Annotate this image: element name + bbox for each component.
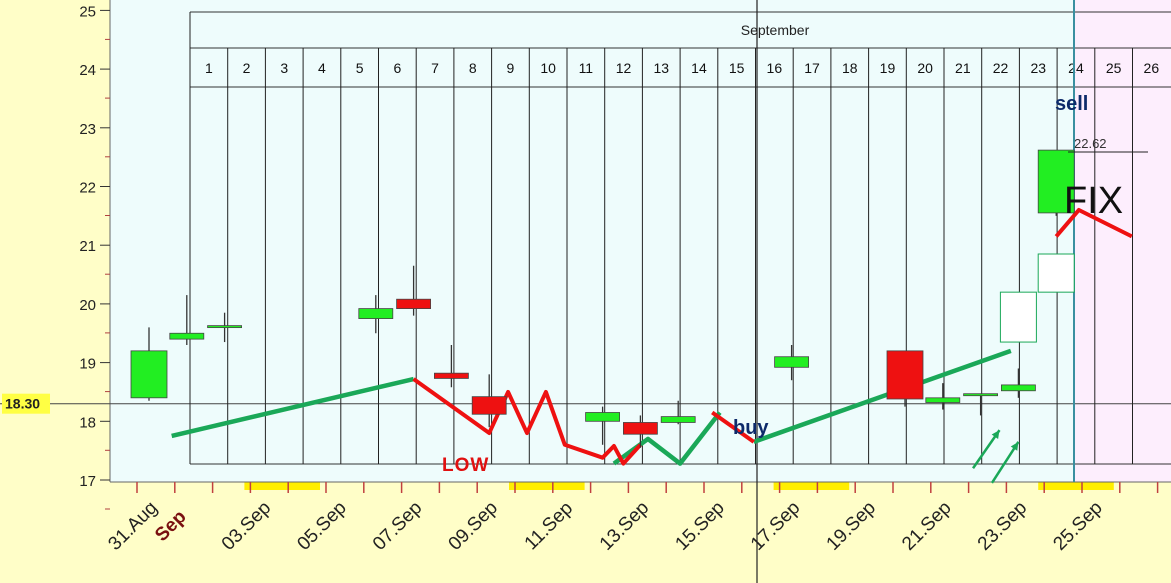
calendar-day-label: 17 <box>804 60 820 76</box>
y-tick-label: 24 <box>79 62 96 79</box>
calendar-day-label: 4 <box>318 60 326 76</box>
calendar-day-label: 24 <box>1068 60 1084 76</box>
calendar-day-label: 18 <box>842 60 858 76</box>
candle-body <box>1001 384 1036 392</box>
candle-body <box>774 356 809 368</box>
calendar-day-label: 19 <box>880 60 896 76</box>
calendar-day-label: 21 <box>955 60 971 76</box>
calendar-month-label: September <box>741 22 810 38</box>
buy-label: buy <box>733 417 769 439</box>
y-tick-label: 18 <box>79 414 96 431</box>
weekend-marker <box>773 482 850 490</box>
y-tick-label: 25 <box>79 3 96 20</box>
calendar-day-label: 10 <box>540 60 556 76</box>
candle-body <box>886 350 924 400</box>
price-marker-label: 18.30 <box>5 396 40 412</box>
candle-body <box>1037 149 1075 214</box>
sell-price-label: 22.62 <box>1074 136 1107 151</box>
weekend-marker <box>1038 482 1114 490</box>
calendar-day-label: 2 <box>243 60 251 76</box>
calendar-day-label: 26 <box>1144 60 1160 76</box>
calendar-day-label: 14 <box>691 60 707 76</box>
calendar-day-label: 22 <box>993 60 1009 76</box>
candle-body <box>207 325 243 329</box>
fix-label: FIX <box>1064 180 1123 222</box>
weekend-markers <box>244 482 1114 490</box>
calendar-day-label: 5 <box>356 60 364 76</box>
calendar-day-label: 20 <box>917 60 933 76</box>
y-tick-label: 21 <box>79 238 96 255</box>
candle-body <box>925 397 961 403</box>
sell-label: sell <box>1055 93 1088 115</box>
candle-body <box>623 422 658 435</box>
calendar-day-label: 8 <box>469 60 477 76</box>
y-tick-label: 22 <box>79 180 96 197</box>
calendar-day-label: 7 <box>431 60 439 76</box>
calendar-day-label: 15 <box>729 60 745 76</box>
projected-candle <box>1037 253 1075 293</box>
projected-candle <box>999 291 1037 343</box>
y-tick-label: 19 <box>79 356 96 373</box>
calendar-day-label: 13 <box>653 60 669 76</box>
calendar-day-label: 25 <box>1106 60 1122 76</box>
calendar-day-label: 1 <box>205 60 213 76</box>
bottom-axis-background <box>110 482 1171 583</box>
calendar-day-label: 23 <box>1030 60 1046 76</box>
left-axis-background <box>0 0 110 583</box>
arrow-head <box>1010 441 1019 451</box>
calendar-day-label: 3 <box>280 60 288 76</box>
low-label: LOW <box>442 455 489 476</box>
weekend-marker <box>509 482 585 490</box>
red-trend-line <box>711 410 755 444</box>
candle-body <box>963 393 998 397</box>
chart-annotations: sell 22.62 FIX buy LOW <box>442 93 1148 476</box>
candle-body <box>130 350 168 399</box>
weekend-marker <box>244 482 320 490</box>
plot-background <box>110 0 1171 482</box>
candle-body <box>169 332 205 340</box>
calendar-day-label: 9 <box>507 60 515 76</box>
red-trend-line <box>1054 207 1133 239</box>
arrow-shaft <box>990 441 1020 484</box>
future-region <box>1074 0 1171 482</box>
y-tick-label: 20 <box>79 297 96 314</box>
candle-body <box>433 372 469 379</box>
candle-body <box>660 416 696 423</box>
arrow-head <box>991 430 1000 439</box>
calendar-day-label: 16 <box>767 60 783 76</box>
candle-body <box>358 308 394 319</box>
candles <box>130 149 1075 448</box>
y-tick-label: 17 <box>79 473 96 490</box>
candle-body <box>396 298 432 309</box>
candle-body <box>585 412 620 422</box>
calendar-day-label: 6 <box>393 60 401 76</box>
calendar-day-label: 11 <box>579 60 594 76</box>
price-marker-badge <box>2 393 50 414</box>
green-trend-line <box>753 348 1012 444</box>
candle-body <box>471 396 507 415</box>
green-trend-line <box>612 411 722 466</box>
calendar-day-label: 12 <box>616 60 632 76</box>
green-trend-line <box>171 376 415 439</box>
y-tick-label: 23 <box>79 121 96 138</box>
